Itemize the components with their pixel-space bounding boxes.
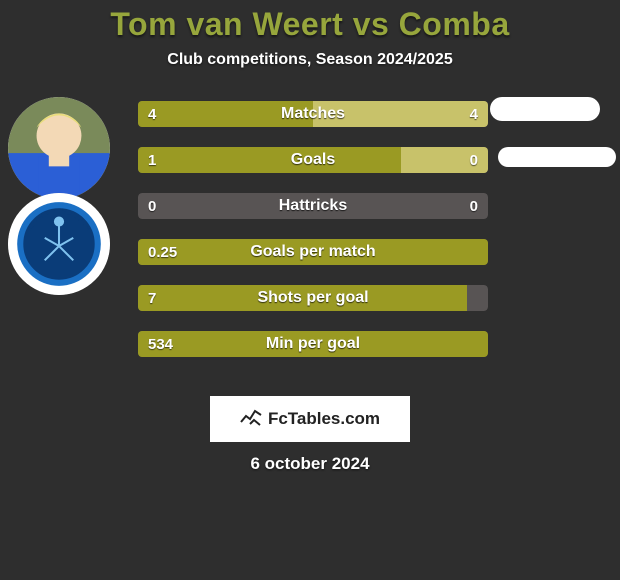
chart-tick-icon — [240, 408, 262, 431]
stat-label: Goals per match — [138, 239, 488, 265]
stat-label: Shots per goal — [138, 285, 488, 311]
decor-pill-1 — [490, 97, 600, 121]
page-title: Tom van Weert vs Comba — [0, 0, 620, 43]
stat-row: 10Goals — [138, 147, 488, 173]
stat-bars: 44Matches 10Goals 00Hattricks 0.25Goals per… — [138, 101, 488, 377]
stat-label: Goals — [138, 147, 488, 173]
player-left-avatar — [8, 97, 110, 199]
brand-box: FcTables.com — [210, 396, 410, 442]
stat-label: Hattricks — [138, 193, 488, 219]
decor-pill-2 — [498, 147, 616, 167]
date-label: 6 october 2024 — [0, 454, 620, 474]
stat-row: 534Min per goal — [138, 331, 488, 357]
brand-text: FcTables.com — [268, 409, 380, 429]
stat-row: 44Matches — [138, 101, 488, 127]
stat-label: Min per goal — [138, 331, 488, 357]
stat-label: Matches — [138, 101, 488, 127]
player-right-avatar: ADANA DEMIRSPOR — [8, 193, 110, 295]
player-photo-icon — [8, 97, 110, 199]
club-crest-icon: ADANA DEMIRSPOR — [8, 193, 110, 295]
stat-row: 0.25Goals per match — [138, 239, 488, 265]
comparison-area: ADANA DEMIRSPOR 44Matches 10Goals 00Hattri… — [0, 97, 620, 367]
comparison-card: Tom van Weert vs Comba Club competitions… — [0, 0, 620, 580]
stat-row: 7Shots per goal — [138, 285, 488, 311]
stat-row: 00Hattricks — [138, 193, 488, 219]
page-subtitle: Club competitions, Season 2024/2025 — [0, 51, 620, 69]
